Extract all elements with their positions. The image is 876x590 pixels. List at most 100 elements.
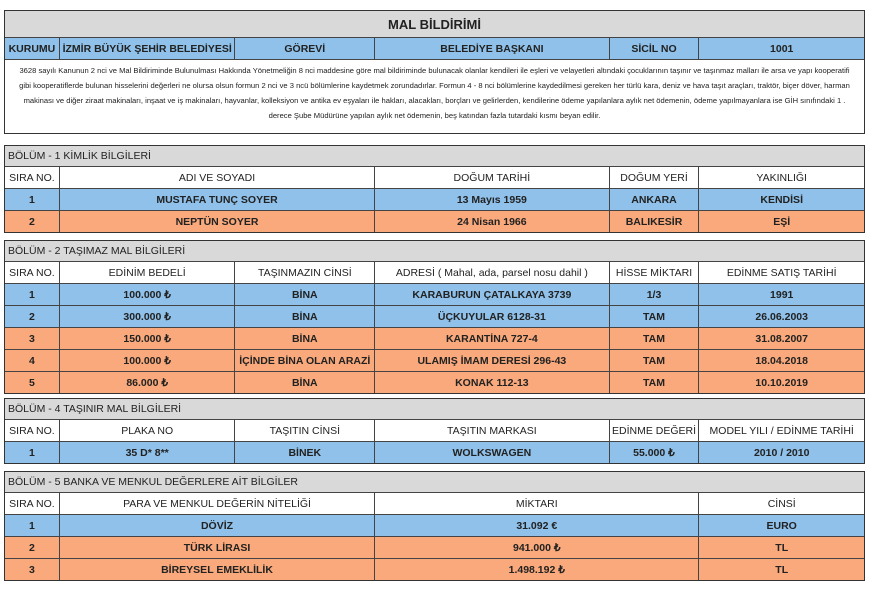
- cell: BİNA: [234, 328, 375, 349]
- section-title: BÖLÜM - 1 KİMLİK BİLGİLERİ: [5, 146, 864, 166]
- cell: ADI VE SOYADI: [58, 167, 375, 188]
- table-row: 1 35 D* 8** BİNEK WOLKSWAGEN 55.000 ₺ 2010 / …: [5, 441, 864, 463]
- info-cell: SİCİL NO: [608, 38, 699, 59]
- cell: KENDİSİ: [698, 189, 864, 210]
- cell: 941.000 ₺: [374, 537, 699, 558]
- cell: 86.000 ₺: [58, 372, 235, 393]
- cell: EDİNME SATIŞ TARİHİ: [698, 262, 864, 283]
- cell: PARA VE MENKUL DEĞERİN NİTELİĞİ: [58, 493, 375, 514]
- cell: NEPTÜN SOYER: [58, 211, 375, 232]
- cell: 3: [5, 328, 59, 349]
- cell: CİNSİ: [698, 493, 864, 514]
- cell: 31.08.2007: [698, 328, 864, 349]
- table-row: 3 BİREYSEL EMEKLİLİK 1.498.192 ₺ TL: [5, 558, 864, 580]
- cell: 1: [5, 189, 59, 210]
- cell: PLAKA NO: [58, 420, 235, 441]
- cell: BİREYSEL EMEKLİLİK: [58, 559, 375, 580]
- section-identity: BÖLÜM - 1 KİMLİK BİLGİLERİ SIRA NO. ADI VE…: [4, 145, 865, 233]
- section-title: BÖLÜM - 2 TAŞIMAZ MAL BİLGİLERİ: [5, 241, 864, 261]
- cell: 1991: [698, 284, 864, 305]
- cell: 3: [5, 559, 59, 580]
- table-row: 2 NEPTÜN SOYER 24 Nisan 1966 BALIKESİR EŞİ: [5, 210, 864, 232]
- cell: TAM: [608, 306, 699, 327]
- cell: EURO: [698, 515, 864, 536]
- page-title: MAL BİLDİRİMİ: [5, 11, 864, 38]
- cell: 24 Nisan 1966: [374, 211, 609, 232]
- cell: SIRA NO.: [5, 420, 59, 441]
- cell: TAŞINMAZIN CİNSİ: [234, 262, 375, 283]
- info-cell: 1001: [698, 38, 864, 59]
- table-row: 2 TÜRK LİRASI 941.000 ₺ TL: [5, 536, 864, 558]
- table-row: 1 100.000 ₺ BİNA KARABURUN ÇATALKAYA 3739 1/…: [5, 283, 864, 305]
- cell: 2: [5, 211, 59, 232]
- table-row: 5 86.000 ₺ BİNA KONAK 112-13 TAM 10.10.2019: [5, 371, 864, 393]
- cell: İÇİNDE BİNA OLAN ARAZİ: [234, 350, 375, 371]
- table-row: 3 150.000 ₺ BİNA KARANTİNA 727-4 TAM 31.08.20…: [5, 327, 864, 349]
- cell: BİNA: [234, 306, 375, 327]
- cell: EDİNİM BEDELİ: [58, 262, 235, 283]
- cell: 31.092 €: [374, 515, 699, 536]
- cell: ULAMIŞ İMAM DERESİ 296-43: [374, 350, 609, 371]
- cell: SIRA NO.: [5, 167, 59, 188]
- cell: 1.498.192 ₺: [374, 559, 699, 580]
- cell: 2: [5, 537, 59, 558]
- cell: BİNA: [234, 372, 375, 393]
- cell: SIRA NO.: [5, 493, 59, 514]
- cell: ÜÇKUYULAR 6128-31: [374, 306, 609, 327]
- cell: TAM: [608, 350, 699, 371]
- cell: 5: [5, 372, 59, 393]
- table-header-row: SIRA NO. PLAKA NO TAŞITIN CİNSİ TAŞITIN MAR…: [5, 419, 864, 441]
- cell: 2010 / 2010: [698, 442, 864, 463]
- section-bank-securities: BÖLÜM - 5 BANKA VE MENKUL DEĞERLERE AİT …: [4, 471, 865, 581]
- section-title: BÖLÜM - 4 TAŞINIR MAL BİLGİLERİ: [5, 399, 864, 419]
- cell: 1: [5, 515, 59, 536]
- cell: DOĞUM YERİ: [608, 167, 699, 188]
- cell: TÜRK LİRASI: [58, 537, 375, 558]
- cell: BALIKESİR: [608, 211, 699, 232]
- cell: 10.10.2019: [698, 372, 864, 393]
- cell: 55.000 ₺: [608, 442, 699, 463]
- cell: 4: [5, 350, 59, 371]
- cell: 100.000 ₺: [58, 350, 235, 371]
- cell: 26.06.2003: [698, 306, 864, 327]
- cell: HİSSE MİKTARI: [608, 262, 699, 283]
- cell: DOĞUM TARİHİ: [374, 167, 609, 188]
- cell: TAM: [608, 328, 699, 349]
- cell: BİNA: [234, 284, 375, 305]
- cell: 18.04.2018: [698, 350, 864, 371]
- cell: WOLKSWAGEN: [374, 442, 609, 463]
- table-row: 1 MUSTAFA TUNÇ SOYER 13 Mayıs 1959 ANKARA KE…: [5, 188, 864, 210]
- info-cell: BELEDİYE BAŞKANI: [374, 38, 609, 59]
- cell: MODEL YILI / EDİNME TARİHİ: [698, 420, 864, 441]
- cell: MİKTARI: [374, 493, 699, 514]
- cell: 35 D* 8**: [58, 442, 235, 463]
- cell: 1: [5, 442, 59, 463]
- cell: 150.000 ₺: [58, 328, 235, 349]
- cell: ADRESİ ( Mahal, ada, parsel nosu dahil ): [374, 262, 609, 283]
- legal-note: 3628 sayılı Kanunun 2 nci ve Mal Bildiri…: [5, 59, 864, 133]
- cell: TAM: [608, 372, 699, 393]
- info-cell: KURUMU: [5, 38, 59, 59]
- table-header-row: SIRA NO. PARA VE MENKUL DEĞERİN NİTELİĞİ M…: [5, 492, 864, 514]
- cell: SIRA NO.: [5, 262, 59, 283]
- cell: ANKARA: [608, 189, 699, 210]
- cell: DÖVİZ: [58, 515, 375, 536]
- institution-info-row: KURUMU İZMİR BÜYÜK ŞEHİR BELEDİYESİ GÖREVİ…: [5, 38, 864, 59]
- table-header-row: SIRA NO. ADI VE SOYADI DOĞUM TARİHİ DOĞUM Y…: [5, 166, 864, 188]
- section-real-estate: BÖLÜM - 2 TAŞIMAZ MAL BİLGİLERİ SIRA NO. E…: [4, 240, 865, 394]
- cell: BİNEK: [234, 442, 375, 463]
- cell: 1/3: [608, 284, 699, 305]
- cell: TL: [698, 559, 864, 580]
- cell: KARABURUN ÇATALKAYA 3739: [374, 284, 609, 305]
- info-cell: GÖREVİ: [234, 38, 375, 59]
- table-row: 2 300.000 ₺ BİNA ÜÇKUYULAR 6128-31 TAM 26.06.…: [5, 305, 864, 327]
- cell: TAŞITIN CİNSİ: [234, 420, 375, 441]
- cell: TL: [698, 537, 864, 558]
- cell: 13 Mayıs 1959: [374, 189, 609, 210]
- cell: TAŞITIN MARKASI: [374, 420, 609, 441]
- cell: 100.000 ₺: [58, 284, 235, 305]
- cell: YAKINLIĞI: [698, 167, 864, 188]
- table-row: 4 100.000 ₺ İÇİNDE BİNA OLAN ARAZİ ULAMIŞ İ…: [5, 349, 864, 371]
- cell: KARANTİNA 727-4: [374, 328, 609, 349]
- table-header-row: SIRA NO. EDİNİM BEDELİ TAŞINMAZIN CİNSİ ADR…: [5, 261, 864, 283]
